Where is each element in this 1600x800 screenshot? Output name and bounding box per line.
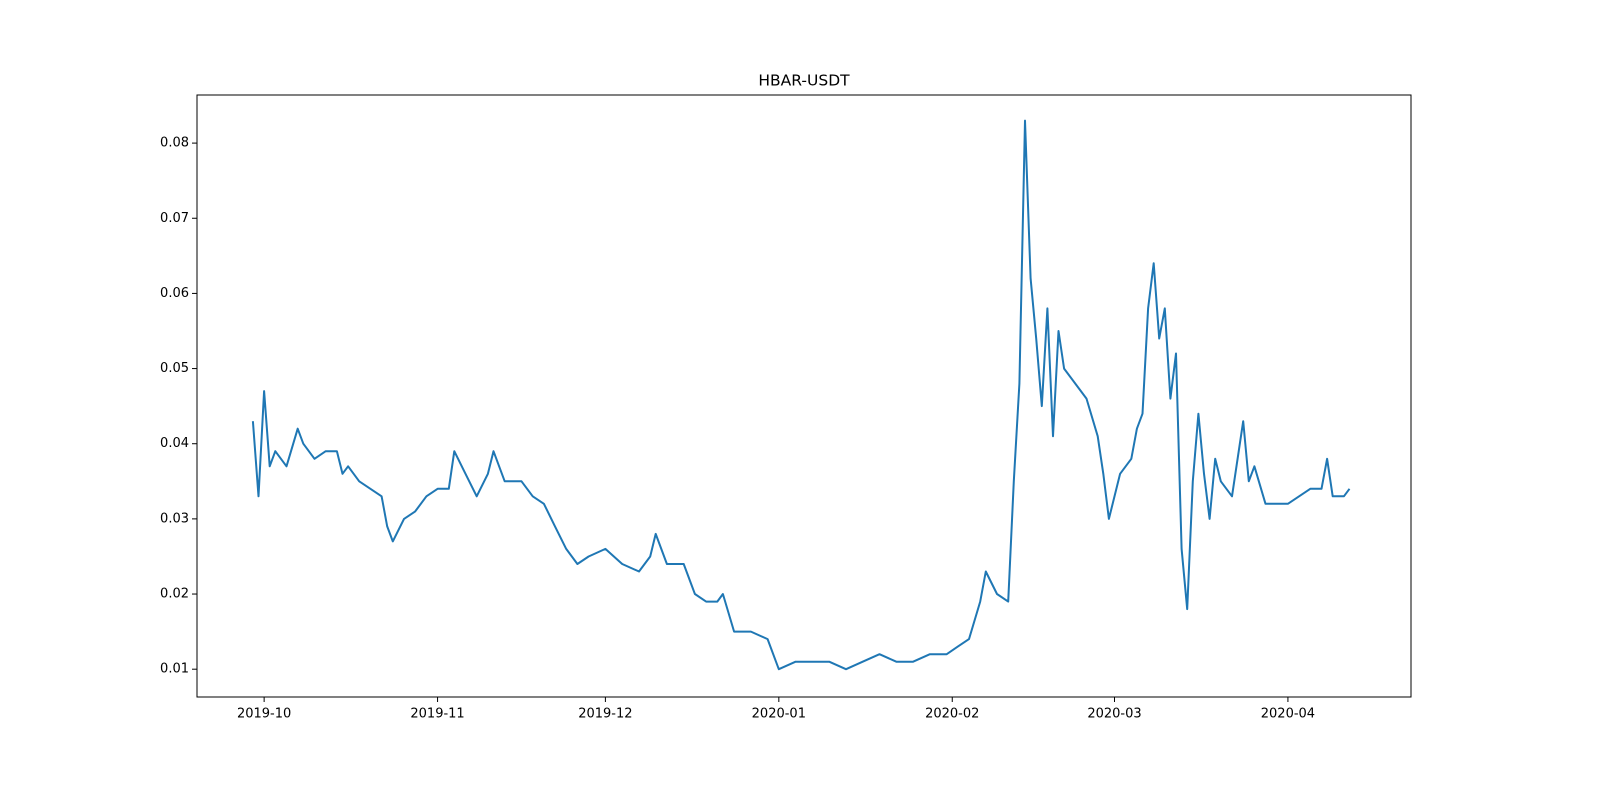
x-tick-label: 2020-03: [1087, 707, 1141, 722]
y-tick-label: 0.04: [160, 436, 189, 451]
y-tick-label: 0.07: [160, 211, 189, 226]
y-tick-label: 0.03: [160, 511, 189, 526]
y-tick-label: 0.08: [160, 136, 189, 151]
y-tick-label: 0.06: [160, 286, 189, 301]
x-tick-label: 2019-11: [410, 707, 464, 722]
chart-title: HBAR-USDT: [758, 72, 850, 90]
x-tick-label: 2020-02: [925, 707, 979, 722]
line: [251, 119, 1351, 671]
x-tick-label: 2019-12: [578, 707, 632, 722]
plot-frame: [196, 94, 1412, 698]
y-tick-label: 0.02: [160, 587, 189, 602]
x-tick-label: 2019-10: [237, 707, 291, 722]
y-tick-label: 0.01: [160, 662, 189, 677]
x-tick-label: 2020-01: [752, 707, 806, 722]
y-tick-label: 0.05: [160, 361, 189, 376]
x-tick-label: 2020-04: [1261, 707, 1315, 722]
